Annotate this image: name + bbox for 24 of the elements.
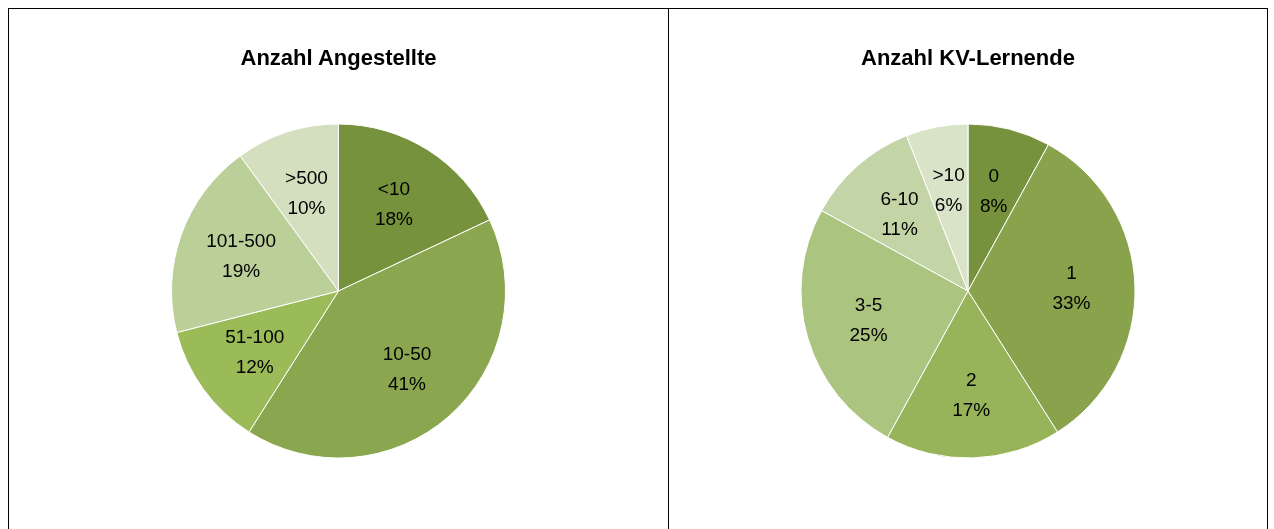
data-label: 19% <box>222 260 261 282</box>
slice-label: 51-100 <box>225 326 285 348</box>
slice-label: >500 <box>285 167 328 189</box>
slice-label: 6-10 <box>880 187 919 209</box>
data-label: 17% <box>952 398 991 420</box>
slice-label: 101-500 <box>206 230 276 252</box>
slice-label: 0 <box>988 165 1000 187</box>
data-label: 10% <box>287 197 326 219</box>
slice-label: 3-5 <box>854 294 883 316</box>
data-label: 41% <box>387 373 427 395</box>
data-label: 8% <box>980 195 1008 217</box>
slice-label: 10-50 <box>382 343 432 365</box>
data-label: 18% <box>374 208 414 230</box>
slice-label: 2 <box>965 368 977 390</box>
data-label: 12% <box>235 356 274 378</box>
data-label: 25% <box>849 324 888 346</box>
chart-title: Anzahl KV-Lernende <box>861 44 1075 70</box>
data-label: 6% <box>934 193 963 215</box>
chart-title: Anzahl Angestellte <box>240 44 437 70</box>
slice-label: 1 <box>1066 262 1077 284</box>
data-label: 11% <box>881 217 918 239</box>
slice-label: <10 <box>377 178 411 200</box>
slice-label: >10 <box>932 163 965 185</box>
data-label: 33% <box>1052 292 1091 314</box>
